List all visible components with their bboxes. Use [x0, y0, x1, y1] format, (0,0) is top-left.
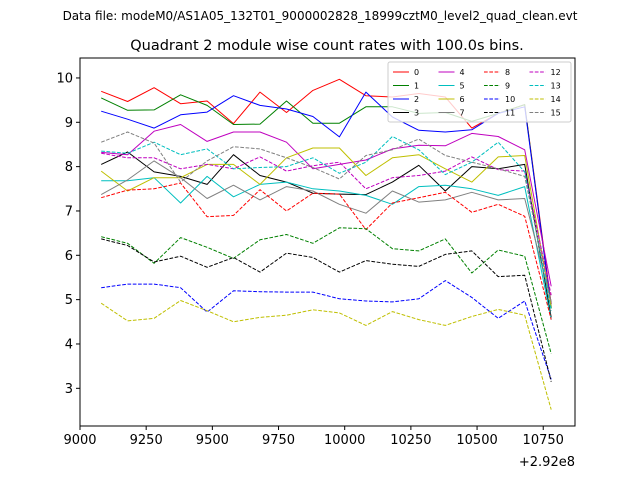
x-axis-offset-label: +2.92e8 — [519, 455, 575, 470]
series-line-9 — [101, 227, 552, 354]
legend-label-6: 6 — [460, 95, 465, 104]
series-line-11 — [101, 238, 552, 382]
y-tick-label: 8 — [65, 160, 73, 175]
series-line-0 — [101, 78, 552, 305]
x-tick-label: 10750 — [523, 433, 564, 448]
x-tick-label: 9500 — [196, 433, 229, 448]
chart-suptitle: Data file: modeM0/AS1A05_132T01_90000028… — [63, 9, 578, 23]
x-tick-label: 10250 — [390, 433, 431, 448]
y-tick-label: 5 — [65, 293, 73, 308]
legend-label-9: 9 — [505, 82, 510, 91]
legend-label-2: 2 — [414, 95, 419, 104]
y-tick-label: 4 — [65, 337, 73, 352]
series-line-10 — [101, 280, 552, 380]
legend-label-11: 11 — [505, 109, 515, 118]
legend-label-14: 14 — [551, 95, 561, 104]
legend-label-5: 5 — [460, 82, 465, 91]
y-tick-label: 3 — [65, 382, 73, 397]
x-tick-label: 9000 — [63, 433, 96, 448]
legend-label-13: 13 — [551, 82, 561, 91]
y-tick-label: 6 — [65, 249, 73, 264]
series-line-14 — [100, 300, 552, 410]
legend-box — [387, 61, 572, 123]
legend-label-15: 15 — [551, 109, 561, 118]
series-line-2 — [101, 91, 552, 307]
legend-label-8: 8 — [505, 68, 510, 77]
legend-label-1: 1 — [414, 82, 419, 91]
legend-label-12: 12 — [551, 68, 561, 77]
series-line-13 — [101, 136, 552, 311]
x-axis: 9000 9250 9500 9750 10000 10250 10500 10750 — [63, 426, 564, 448]
x-tick-label: 10500 — [456, 433, 497, 448]
series-line-4 — [101, 124, 552, 287]
x-tick-label: 10000 — [324, 433, 365, 448]
series-line-8 — [101, 182, 552, 320]
y-tick-label: 10 — [56, 71, 73, 86]
legend-label-4: 4 — [460, 68, 465, 77]
x-tick-label: 9750 — [262, 433, 295, 448]
y-tick-label: 9 — [65, 116, 73, 131]
series-line-15 — [101, 131, 552, 303]
legend-label-10: 10 — [505, 95, 515, 104]
legend-label-0: 0 — [414, 68, 419, 77]
y-axis: 3 4 5 6 7 8 9 10 — [56, 71, 80, 397]
series-line-12 — [101, 152, 552, 296]
x-tick-label: 9250 — [130, 433, 163, 448]
plot-area — [100, 78, 552, 410]
legend-label-3: 3 — [414, 109, 419, 118]
legend-label-7: 7 — [460, 109, 465, 118]
y-tick-label: 7 — [65, 204, 73, 219]
chart-title: Quadrant 2 module wise count rates with … — [130, 38, 524, 54]
axes-frame — [79, 57, 576, 427]
series-line-5 — [101, 175, 552, 320]
series-line-6 — [100, 147, 552, 307]
